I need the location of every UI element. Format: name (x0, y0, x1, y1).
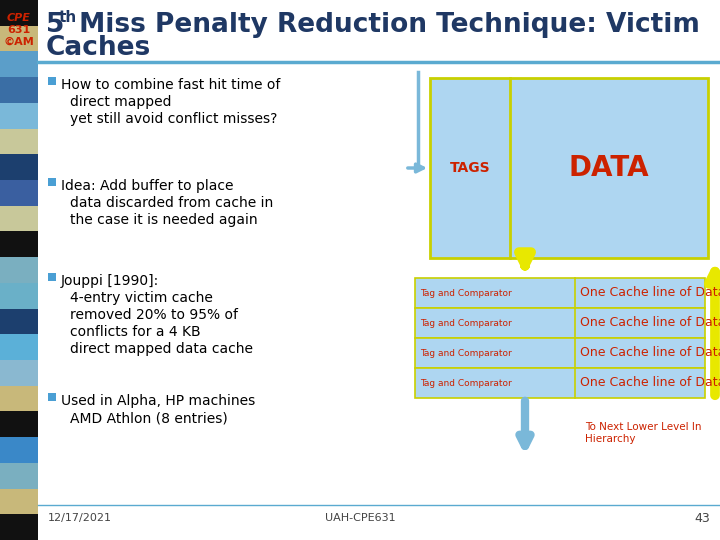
Text: conflicts for a 4 KB: conflicts for a 4 KB (70, 325, 201, 339)
Text: Idea: Add buffer to place: Idea: Add buffer to place (61, 179, 233, 193)
Text: removed 20% to 95% of: removed 20% to 95% of (70, 308, 238, 322)
Text: Caches: Caches (46, 35, 151, 61)
Bar (0, 514, 38, 540)
Bar (0, 129, 38, 154)
Bar (0, 489, 38, 514)
Text: direct mapped data cache: direct mapped data cache (70, 342, 253, 356)
Text: How to combine fast hit time of: How to combine fast hit time of (61, 78, 280, 92)
Bar (48, 178, 56, 186)
Bar (0, 386, 38, 411)
Text: 5: 5 (46, 12, 64, 38)
Bar (48, 393, 56, 401)
Bar (0, 206, 38, 232)
Bar (0, 180, 38, 206)
Text: 4-entry victim cache: 4-entry victim cache (70, 291, 213, 305)
Bar (0, 437, 38, 463)
Bar (0, 308, 38, 334)
Bar (0, 283, 38, 308)
Bar (0, 463, 38, 489)
Text: the case it is needed again: the case it is needed again (70, 213, 258, 227)
Bar (0, 232, 38, 257)
Bar (0, 257, 38, 283)
Bar (415, 308, 705, 338)
Bar (48, 273, 56, 281)
Bar (0, 411, 38, 437)
Text: Used in Alpha, HP machines: Used in Alpha, HP machines (61, 394, 256, 408)
Bar (0, 26, 38, 51)
Text: Tag and Comparator: Tag and Comparator (420, 379, 512, 388)
Text: 43: 43 (694, 511, 710, 524)
Text: yet still avoid conflict misses?: yet still avoid conflict misses? (70, 112, 277, 126)
Text: Jouppi [1990]:: Jouppi [1990]: (61, 274, 159, 288)
Text: One Cache line of Data: One Cache line of Data (580, 347, 720, 360)
Bar (0, 77, 38, 103)
Bar (430, 78, 708, 258)
Text: AMD Athlon (8 entries): AMD Athlon (8 entries) (70, 411, 228, 425)
Text: direct mapped: direct mapped (70, 95, 171, 109)
Text: 631: 631 (7, 25, 31, 35)
Bar (0, 0, 38, 26)
Text: To Next Lower Level In
Hierarchy: To Next Lower Level In Hierarchy (585, 422, 701, 444)
Bar (415, 368, 705, 398)
Text: DATA: DATA (569, 154, 649, 182)
Bar (48, 77, 56, 85)
Text: CPE: CPE (7, 13, 31, 23)
Bar (415, 278, 705, 308)
Text: TAGS: TAGS (450, 161, 490, 175)
Text: data discarded from cache in: data discarded from cache in (70, 196, 274, 210)
Bar (415, 338, 705, 368)
Bar (0, 334, 38, 360)
Text: th: th (59, 10, 77, 25)
Text: ©AM: ©AM (4, 37, 35, 47)
Text: Tag and Comparator: Tag and Comparator (420, 288, 512, 298)
Bar (0, 103, 38, 129)
Bar (0, 51, 38, 77)
Text: One Cache line of Data: One Cache line of Data (580, 376, 720, 389)
Bar (0, 360, 38, 386)
Text: One Cache line of Data: One Cache line of Data (580, 316, 720, 329)
Text: Tag and Comparator: Tag and Comparator (420, 319, 512, 327)
Text: 12/17/2021: 12/17/2021 (48, 513, 112, 523)
Bar (0, 154, 38, 180)
Text: Miss Penalty Reduction Technique: Victim: Miss Penalty Reduction Technique: Victim (70, 12, 700, 38)
Text: Tag and Comparator: Tag and Comparator (420, 348, 512, 357)
Text: UAH-CPE631: UAH-CPE631 (325, 513, 395, 523)
Text: One Cache line of Data: One Cache line of Data (580, 287, 720, 300)
